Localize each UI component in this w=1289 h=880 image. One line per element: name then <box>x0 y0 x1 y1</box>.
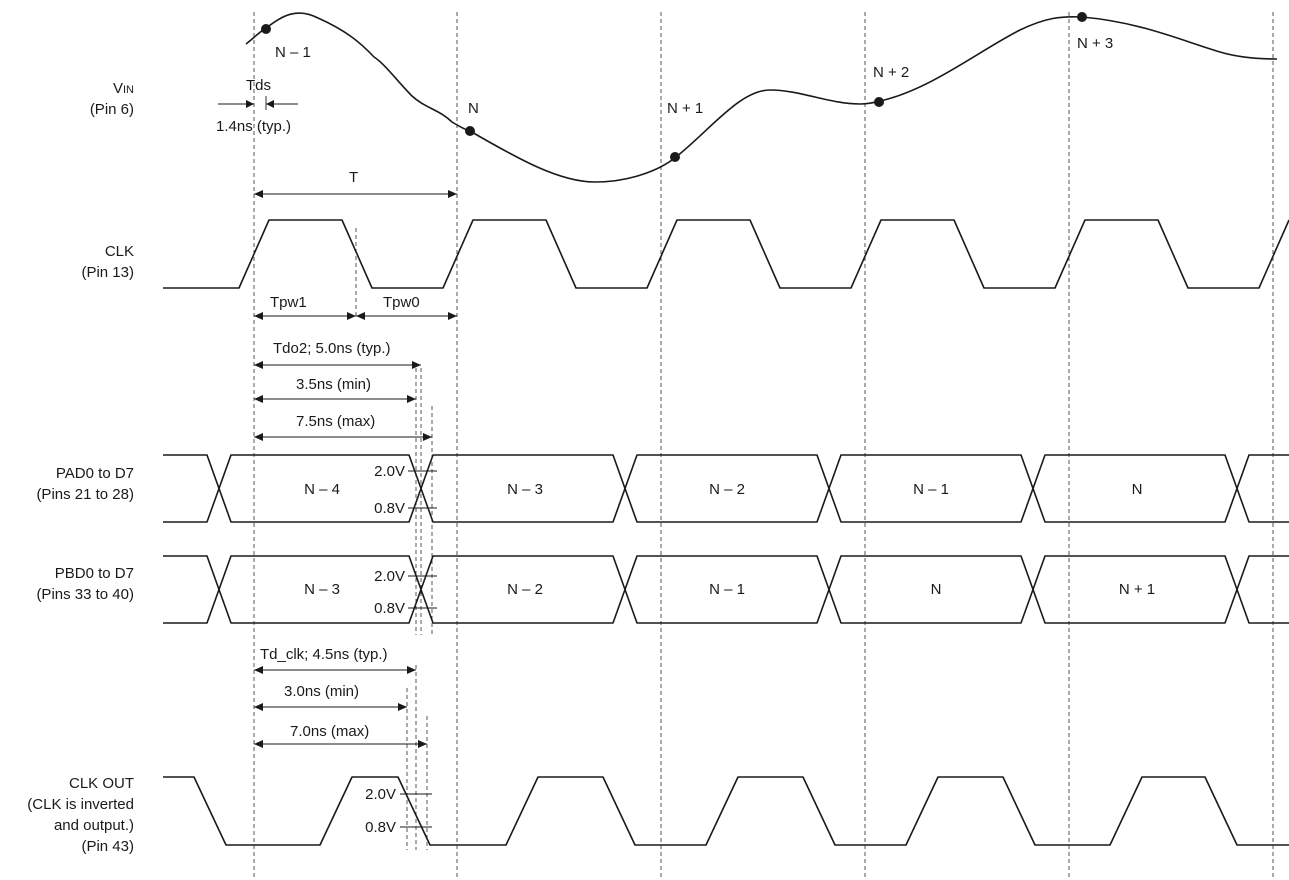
signal-labels: VIN (Pin 6) CLK (Pin 13) PAD0 to D7 (Pin… <box>27 80 134 855</box>
pad-data-1: N – 3 <box>507 481 543 498</box>
clkout-line2-label: (CLK is inverted <box>27 796 134 813</box>
sample-labels: N – 1 N N + 1 N + 2 N + 3 <box>275 35 1113 117</box>
pad-label: PAD0 to D7 <box>56 465 134 482</box>
tds-annotation: Tds 1.4ns (typ.) <box>216 77 298 135</box>
sample-point-n <box>465 126 475 136</box>
clk-label: CLK <box>105 243 134 260</box>
clkout-level-high: 2.0V <box>365 786 396 803</box>
clk-pin-label: (Pin 13) <box>81 264 134 281</box>
clk-waveform <box>163 219 1289 289</box>
sample-point-n-plus-3 <box>1077 12 1087 22</box>
sample-label-n-plus-1: N + 1 <box>667 100 703 117</box>
tds-label: Tds <box>246 77 271 94</box>
tpw1-label: Tpw1 <box>270 294 307 311</box>
tdo2-min-label: 3.5ns (min) <box>296 376 371 393</box>
sample-label-n-plus-3: N + 3 <box>1077 35 1113 52</box>
clkout-levels: 2.0V 0.8V <box>365 786 432 836</box>
sample-label-n-minus-1: N – 1 <box>275 44 311 61</box>
pad-level-low: 0.8V <box>374 500 405 517</box>
pad-data-0: N – 4 <box>304 481 340 498</box>
vin-pin-label: (Pin 6) <box>90 101 134 118</box>
pad-data-3: N – 1 <box>913 481 949 498</box>
pbd-data-1: N – 2 <box>507 581 543 598</box>
pbd-bus: N – 3 N – 2 N – 1 N N + 1 2.0V 0.8V <box>163 555 1289 624</box>
tds-value: 1.4ns (typ.) <box>216 118 291 135</box>
tdclk-min-label: 3.0ns (min) <box>284 683 359 700</box>
pad-level-high: 2.0V <box>374 463 405 480</box>
tdclk-annotation: Td_clk; 4.5ns (typ.) 3.0ns (min) 7.0ns (… <box>254 646 427 748</box>
tdo2-max-label: 7.5ns (max) <box>296 413 375 430</box>
tdo2-annotation: Tdo2; 5.0ns (typ.) 3.5ns (min) 7.5ns (ma… <box>254 340 432 441</box>
pad-bus: N – 4 N – 3 N – 2 N – 1 N 2.0V 0.8V <box>163 454 1289 523</box>
pbd-data-0: N – 3 <box>304 581 340 598</box>
sample-label-n-plus-2: N + 2 <box>873 64 909 81</box>
pad-data-4: N <box>1132 481 1143 498</box>
tdo2-typ-label: Tdo2; 5.0ns (typ.) <box>273 340 391 357</box>
tdclk-typ-label: Td_clk; 4.5ns (typ.) <box>260 646 388 663</box>
pbd-data-2: N – 1 <box>709 581 745 598</box>
sample-label-n: N <box>468 100 479 117</box>
clock-guide-lines <box>253 12 1274 878</box>
pbd-label: PBD0 to D7 <box>55 565 134 582</box>
sample-point-n-plus-2 <box>874 97 884 107</box>
sample-point-n-plus-1 <box>670 152 680 162</box>
vin-label: VIN <box>113 80 134 97</box>
tdclk-max-label: 7.0ns (max) <box>290 723 369 740</box>
vin-waveform <box>245 12 1278 183</box>
clkout-pin-label: (Pin 43) <box>81 838 134 855</box>
pbd-level-high: 2.0V <box>374 568 405 585</box>
pbd-level-low: 0.8V <box>374 600 405 617</box>
period-label: T <box>349 169 358 186</box>
pbd-data-4: N + 1 <box>1119 581 1155 598</box>
tpw0-label: Tpw0 <box>383 294 420 311</box>
pad-pin-label: (Pins 21 to 28) <box>36 486 134 503</box>
sample-point-n-minus-1 <box>261 24 271 34</box>
pbd-data-3: N <box>931 581 942 598</box>
clkout-line3-label: and output.) <box>54 817 134 834</box>
clkout-waveform <box>163 776 1289 846</box>
pulse-width-annotation: Tpw1 Tpw0 <box>254 294 457 320</box>
sample-points <box>261 12 1087 162</box>
pad-data-2: N – 2 <box>709 481 745 498</box>
pbd-pin-label: (Pins 33 to 40) <box>36 586 134 603</box>
clkout-label: CLK OUT <box>69 775 134 792</box>
clkout-level-low: 0.8V <box>365 819 396 836</box>
period-annotation: T <box>254 169 457 198</box>
